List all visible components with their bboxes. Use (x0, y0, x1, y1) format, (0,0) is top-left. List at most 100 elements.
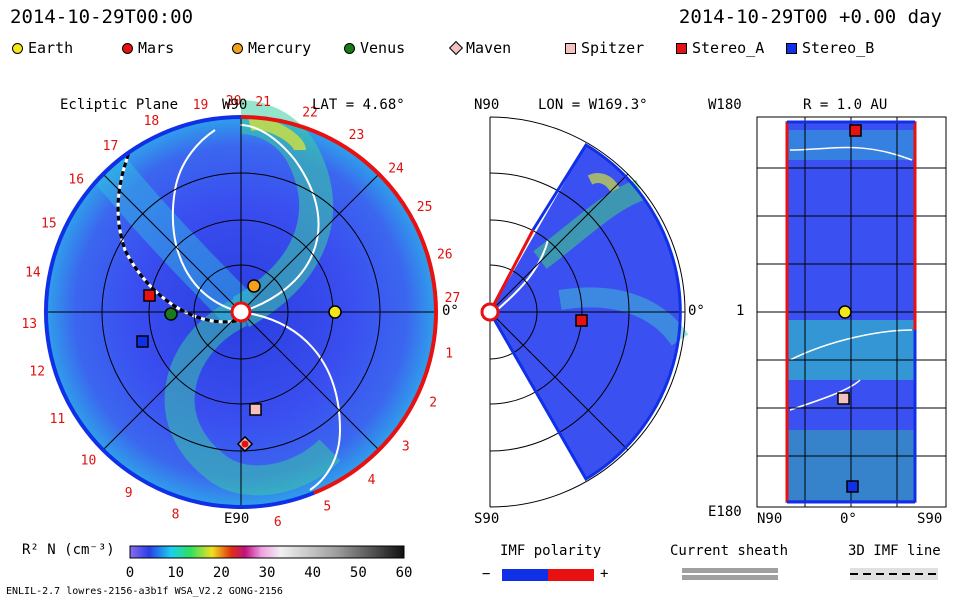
current-sheath-line-2 (240, 311, 342, 491)
sector-label: 21 (255, 95, 271, 110)
sector-label: 17 (103, 139, 119, 154)
colorbar: 0 10 20 30 40 50 60 (126, 545, 413, 581)
sector-label: 20 (226, 94, 242, 109)
legend-label: Earth (28, 39, 74, 57)
meridional-band-1 (533, 179, 644, 269)
ecliptic-yellow-band (248, 118, 306, 152)
legend-label: Venus (360, 39, 406, 57)
latlon-w180: W180 (708, 97, 742, 113)
mercury-marker (247, 279, 261, 293)
current-sheath-line-3 (171, 129, 242, 313)
earth-icon (12, 42, 23, 54)
colorbar-gradient (129, 545, 405, 559)
sector-label: 18 (144, 114, 160, 129)
current-sheath-line-1 (239, 124, 320, 313)
colorbar-tick-label: 60 (396, 565, 413, 581)
sector-label: 5 (323, 500, 331, 515)
sector-label: 8 (172, 508, 180, 523)
latlon-sheath-3 (789, 379, 861, 411)
earth-marker (328, 305, 342, 319)
meridional-n90: N90 (474, 97, 500, 113)
stereo-b-icon (786, 42, 797, 54)
sector-label: 16 (68, 173, 84, 188)
sector-label: 2 (429, 396, 437, 411)
spitzer-icon (565, 42, 576, 54)
colorbar-label: R² N (cm⁻³) (22, 542, 115, 558)
meridional-sheath (496, 239, 549, 311)
imf-title: IMF polarity (500, 543, 602, 559)
latlon-mid: 1 (736, 303, 745, 319)
latlon-stereo-a-marker (849, 124, 862, 137)
sector-label: 22 (302, 106, 318, 121)
mercury-icon (232, 42, 243, 54)
colorbar-tick-label: 50 (350, 565, 367, 581)
sector-label: 1 (445, 346, 453, 361)
sector-label: 26 (437, 248, 453, 263)
sector-labels: 19 20 212223242526271234568910111213141516… (21, 94, 460, 530)
sector-label: 11 (50, 412, 66, 427)
ecliptic-lat: LAT = 4.68° (312, 97, 405, 113)
sector-label: 9 (125, 486, 133, 501)
latlon-panel (756, 116, 947, 508)
legend-label: Maven (466, 39, 512, 57)
imf-line-dark (116, 149, 242, 324)
meridional-panel (480, 116, 689, 508)
colorbar-tick-label: 40 (304, 565, 321, 581)
sector-label: 3 (402, 439, 410, 454)
stereo-a-marker (143, 289, 156, 302)
legend-item-venus: Venus (344, 39, 405, 57)
stereo-a-icon (676, 42, 687, 54)
imf-negative-swatch (502, 569, 548, 581)
spitzer-marker (249, 403, 262, 416)
meridional-zero: 0° (688, 303, 705, 319)
meridional-edge-blue (488, 142, 682, 482)
ecliptic-zero: 0° (442, 303, 459, 319)
sector-label: 23 (349, 128, 365, 143)
rim-polarity-positive (240, 115, 438, 495)
legend-item-mars: Mars (122, 39, 174, 57)
legend-label: Stereo_A (692, 39, 765, 57)
legend-item-stereo-a: Stereo_A (676, 39, 764, 57)
latlon-title: R = 1.0 AU (803, 97, 888, 113)
latlon-stereo-b-marker (846, 480, 859, 493)
legend-label: Mars (138, 39, 175, 57)
ecliptic-e90: E90 (224, 511, 250, 527)
legend-item-earth: Earth (12, 39, 73, 57)
legend-label: Mercury (248, 39, 312, 57)
latlon-s90: S90 (917, 511, 943, 527)
colorbar-tick-label: 30 (259, 565, 276, 581)
latlon-earth-marker (838, 305, 852, 319)
sector-label: 10 (81, 453, 97, 468)
sector-label: 25 (417, 200, 433, 215)
imf-line-label: 3D IMF line (848, 543, 941, 559)
latlon-n90: N90 (757, 511, 783, 527)
legend-item-spitzer: Spitzer (565, 39, 644, 57)
latlon-spitzer-marker (837, 392, 850, 405)
sun-icon (230, 301, 252, 323)
colorbar-tick-label: 20 (213, 565, 230, 581)
stereo-b-marker (136, 335, 149, 348)
latlon-sheath-2 (789, 329, 913, 361)
latlon-sheath-1 (789, 146, 913, 161)
colorbar-ticks: 0 10 20 30 40 50 60 (126, 565, 413, 581)
imf-positive-swatch (548, 569, 594, 581)
sheath-label: Current sheath (670, 543, 789, 559)
meridional-s90: S90 (474, 511, 500, 527)
colorbar-tick-label: 0 (126, 565, 134, 581)
imf-minus: − (482, 566, 491, 582)
sector-label: 27 (445, 291, 461, 306)
sector-label: 6 (274, 515, 282, 530)
ecliptic-panel: 19 20 212223242526271234568910111213141516… (21, 94, 460, 530)
legend-label: Spitzer (581, 39, 645, 57)
legend-item-maven: Maven (448, 39, 512, 57)
header-elapsed: 2014-10-29T00 +0.00 day (678, 6, 942, 28)
rim-polarity-negative (44, 115, 315, 509)
sector-label: 15 (41, 216, 57, 231)
ecliptic-w90: W90 (222, 97, 248, 113)
imf-plus: + (600, 566, 609, 582)
meridional-lon: LON = W169.3° (538, 97, 648, 113)
footer-model-info: ENLIL-2.7 lowres-2156-a3b1f WSA_V2.2 GON… (6, 586, 283, 597)
ecliptic-band-2 (164, 298, 341, 496)
meridional-yellow (587, 173, 620, 193)
